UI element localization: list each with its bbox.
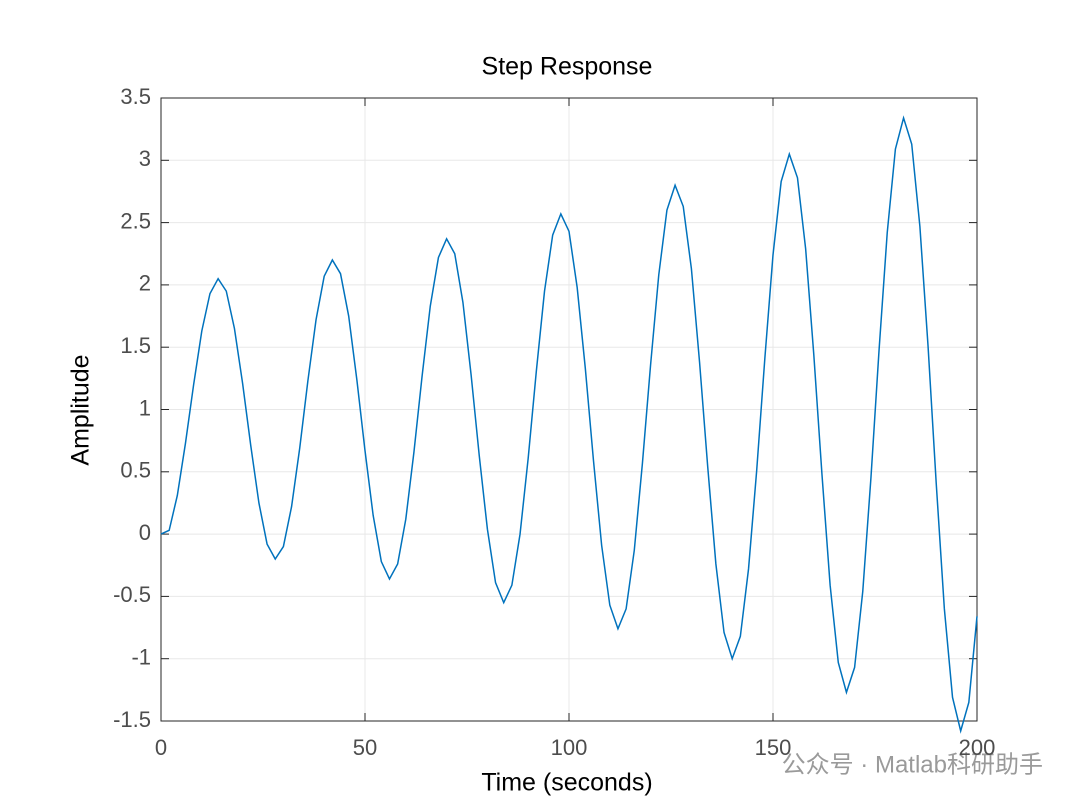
x-tick-label: 150 <box>755 735 792 760</box>
y-tick-label: 3.5 <box>120 84 151 109</box>
y-tick-label: 2.5 <box>120 208 151 233</box>
y-tick-label: 0.5 <box>120 458 151 483</box>
x-tick-label: 100 <box>551 735 588 760</box>
y-tick-label: 2 <box>139 271 151 296</box>
y-axis-label: Amplitude <box>67 354 95 465</box>
x-tick-label: 200 <box>959 735 996 760</box>
y-tick-label: 0 <box>139 520 151 545</box>
x-axis-label: Time (seconds) <box>481 769 652 797</box>
y-tick-label: -0.5 <box>113 582 151 607</box>
watermark: 公众号 · Matlab科研助手 <box>782 751 1043 778</box>
x-tick-label: 50 <box>353 735 377 760</box>
y-tick-label: 3 <box>139 146 151 171</box>
y-tick-label: 1 <box>139 395 151 420</box>
plot-frame <box>160 97 978 722</box>
chart-title: Step Response <box>482 53 653 81</box>
y-tick-label: -1.5 <box>113 707 151 732</box>
x-tick-label: 0 <box>155 735 167 760</box>
data-line <box>160 115 978 734</box>
y-tick-label: -1 <box>131 645 151 670</box>
y-tick-label: 1.5 <box>120 333 151 358</box>
